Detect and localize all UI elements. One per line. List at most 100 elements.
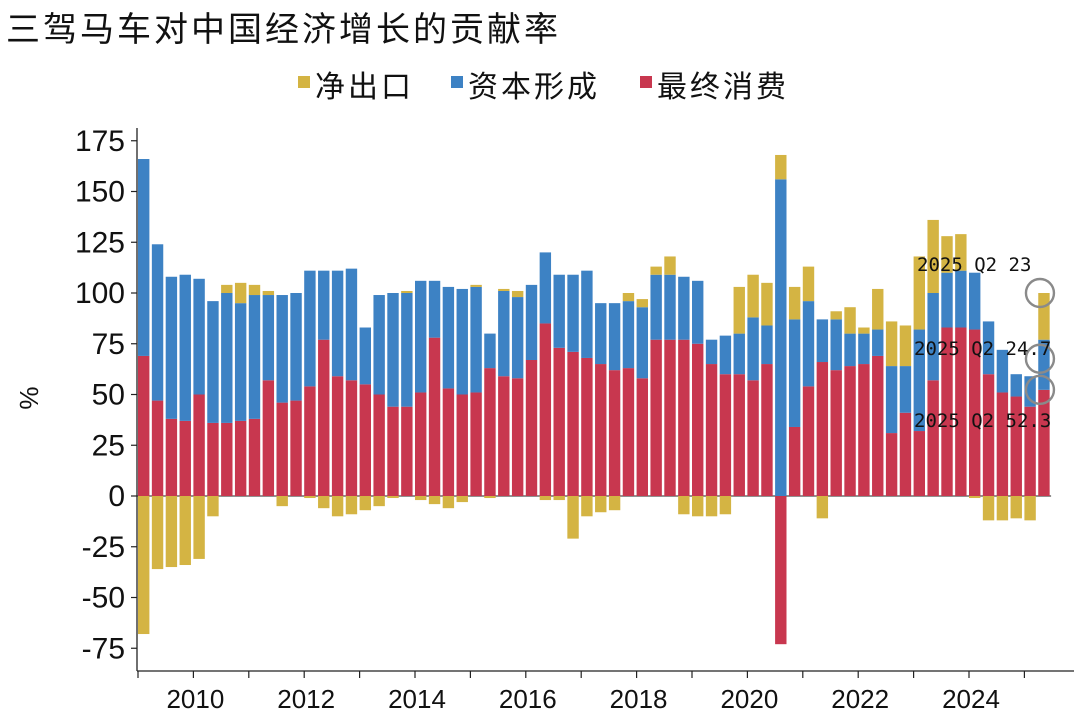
- bar-segment: [470, 286, 482, 393]
- bar-segment: [622, 301, 635, 369]
- bar-segment: [373, 295, 385, 395]
- bar-segment: [913, 329, 925, 432]
- bar-segment: [248, 295, 261, 419]
- bar-segment: [982, 496, 995, 521]
- bar-segment: [138, 355, 150, 496]
- highlight-circle: [1024, 374, 1056, 406]
- bar-segment: [622, 293, 635, 302]
- bar-segment: [456, 288, 468, 395]
- bar-segment: [221, 284, 233, 293]
- bar-segment: [996, 349, 1009, 393]
- bar-segment: [387, 406, 399, 496]
- legend-label: 最终消费: [657, 70, 789, 105]
- bar-segment: [595, 496, 607, 513]
- bar-segment: [151, 496, 164, 570]
- bar-segment: [442, 388, 455, 496]
- bar-segment: [207, 422, 219, 496]
- bar-segment: [387, 293, 399, 407]
- legend-swatch: [451, 76, 463, 88]
- bar-segment: [678, 276, 690, 340]
- bar-segment: [858, 333, 870, 365]
- x-tick-label: 2010: [166, 684, 224, 714]
- bar-segment: [165, 276, 178, 419]
- chart-axes: 175 150 125 100 75 50 25 0 -25 -50 -75% 2010 2012 201…: [14, 125, 1074, 714]
- bar-segment: [816, 362, 829, 496]
- bar-segment: [498, 288, 510, 291]
- bar-segment: [816, 319, 829, 363]
- annotation-label: 2025 Q2 24.7: [914, 338, 1051, 360]
- bar-segment: [858, 364, 870, 496]
- bar-segment: [705, 496, 718, 517]
- bar-segment: [248, 284, 261, 296]
- bar-segment: [872, 329, 884, 356]
- bar-segment: [179, 496, 191, 566]
- bar-segment: [692, 496, 704, 517]
- y-tick-label: -75: [82, 632, 125, 665]
- bar-segment: [608, 370, 621, 496]
- bar-segment: [664, 256, 676, 275]
- bar-segment: [719, 374, 732, 496]
- bar-segment: [775, 179, 787, 496]
- bar-segment: [138, 496, 150, 635]
- bar-segment: [650, 266, 662, 275]
- y-tick-label: -50: [82, 582, 125, 615]
- x-tick-label: 2014: [388, 684, 446, 714]
- bar-segment: [401, 293, 413, 407]
- bar-segment: [996, 392, 1009, 496]
- bar-segment: [608, 496, 621, 511]
- bar-segment: [345, 496, 358, 515]
- bar-segment: [151, 400, 164, 496]
- bar-segment: [1010, 496, 1022, 519]
- bar-segment: [428, 337, 441, 496]
- bar-segment: [678, 339, 690, 496]
- bar-segment: [262, 380, 275, 496]
- bar-segment: [415, 280, 427, 393]
- bar-segment: [470, 284, 482, 287]
- bar-segment: [775, 154, 787, 180]
- bar-segment: [885, 321, 898, 367]
- bar-segment: [705, 364, 718, 496]
- bar-segment: [608, 303, 621, 371]
- chart-title: 三驾马车对中国经济增长的贡献率: [6, 10, 561, 50]
- bar-segment: [456, 496, 468, 503]
- bar-segment: [636, 307, 648, 379]
- bar-segment: [595, 303, 607, 365]
- bar-segment: [622, 368, 635, 496]
- bar-segment: [885, 433, 898, 496]
- y-axis-label: %: [14, 386, 44, 409]
- bar-segment: [318, 496, 330, 509]
- chart-bars: [138, 154, 1050, 645]
- bar-segment: [996, 496, 1009, 521]
- bar-segment: [747, 274, 759, 318]
- bar-segment: [207, 496, 219, 517]
- bar-segment: [567, 274, 579, 352]
- bar-segment: [1038, 293, 1050, 340]
- bar-segment: [345, 268, 358, 381]
- bar-segment: [262, 295, 275, 381]
- bar-segment: [553, 496, 565, 501]
- bar-segment: [442, 286, 455, 389]
- bar-segment: [581, 496, 593, 517]
- bar-segment: [955, 270, 967, 328]
- bar-segment: [1038, 389, 1050, 496]
- bar-segment: [456, 394, 468, 496]
- bar-segment: [581, 270, 593, 358]
- bar-segment: [733, 286, 745, 334]
- bar-segment: [969, 272, 981, 330]
- bar-segment: [692, 343, 704, 496]
- bar-segment: [234, 282, 247, 304]
- bar-segment: [221, 293, 233, 423]
- bar-segment: [525, 284, 538, 360]
- legend-swatch: [298, 76, 310, 88]
- bar-segment: [927, 293, 939, 381]
- bar-segment: [899, 366, 912, 413]
- bar-segment: [872, 288, 884, 330]
- bar-segment: [830, 311, 842, 320]
- bar-segment: [179, 420, 191, 496]
- bar-segment: [664, 339, 676, 496]
- x-tick-label: 2024: [942, 684, 1000, 714]
- bar-segment: [359, 327, 371, 385]
- bar-segment: [1010, 374, 1022, 397]
- bar-segment: [802, 266, 815, 302]
